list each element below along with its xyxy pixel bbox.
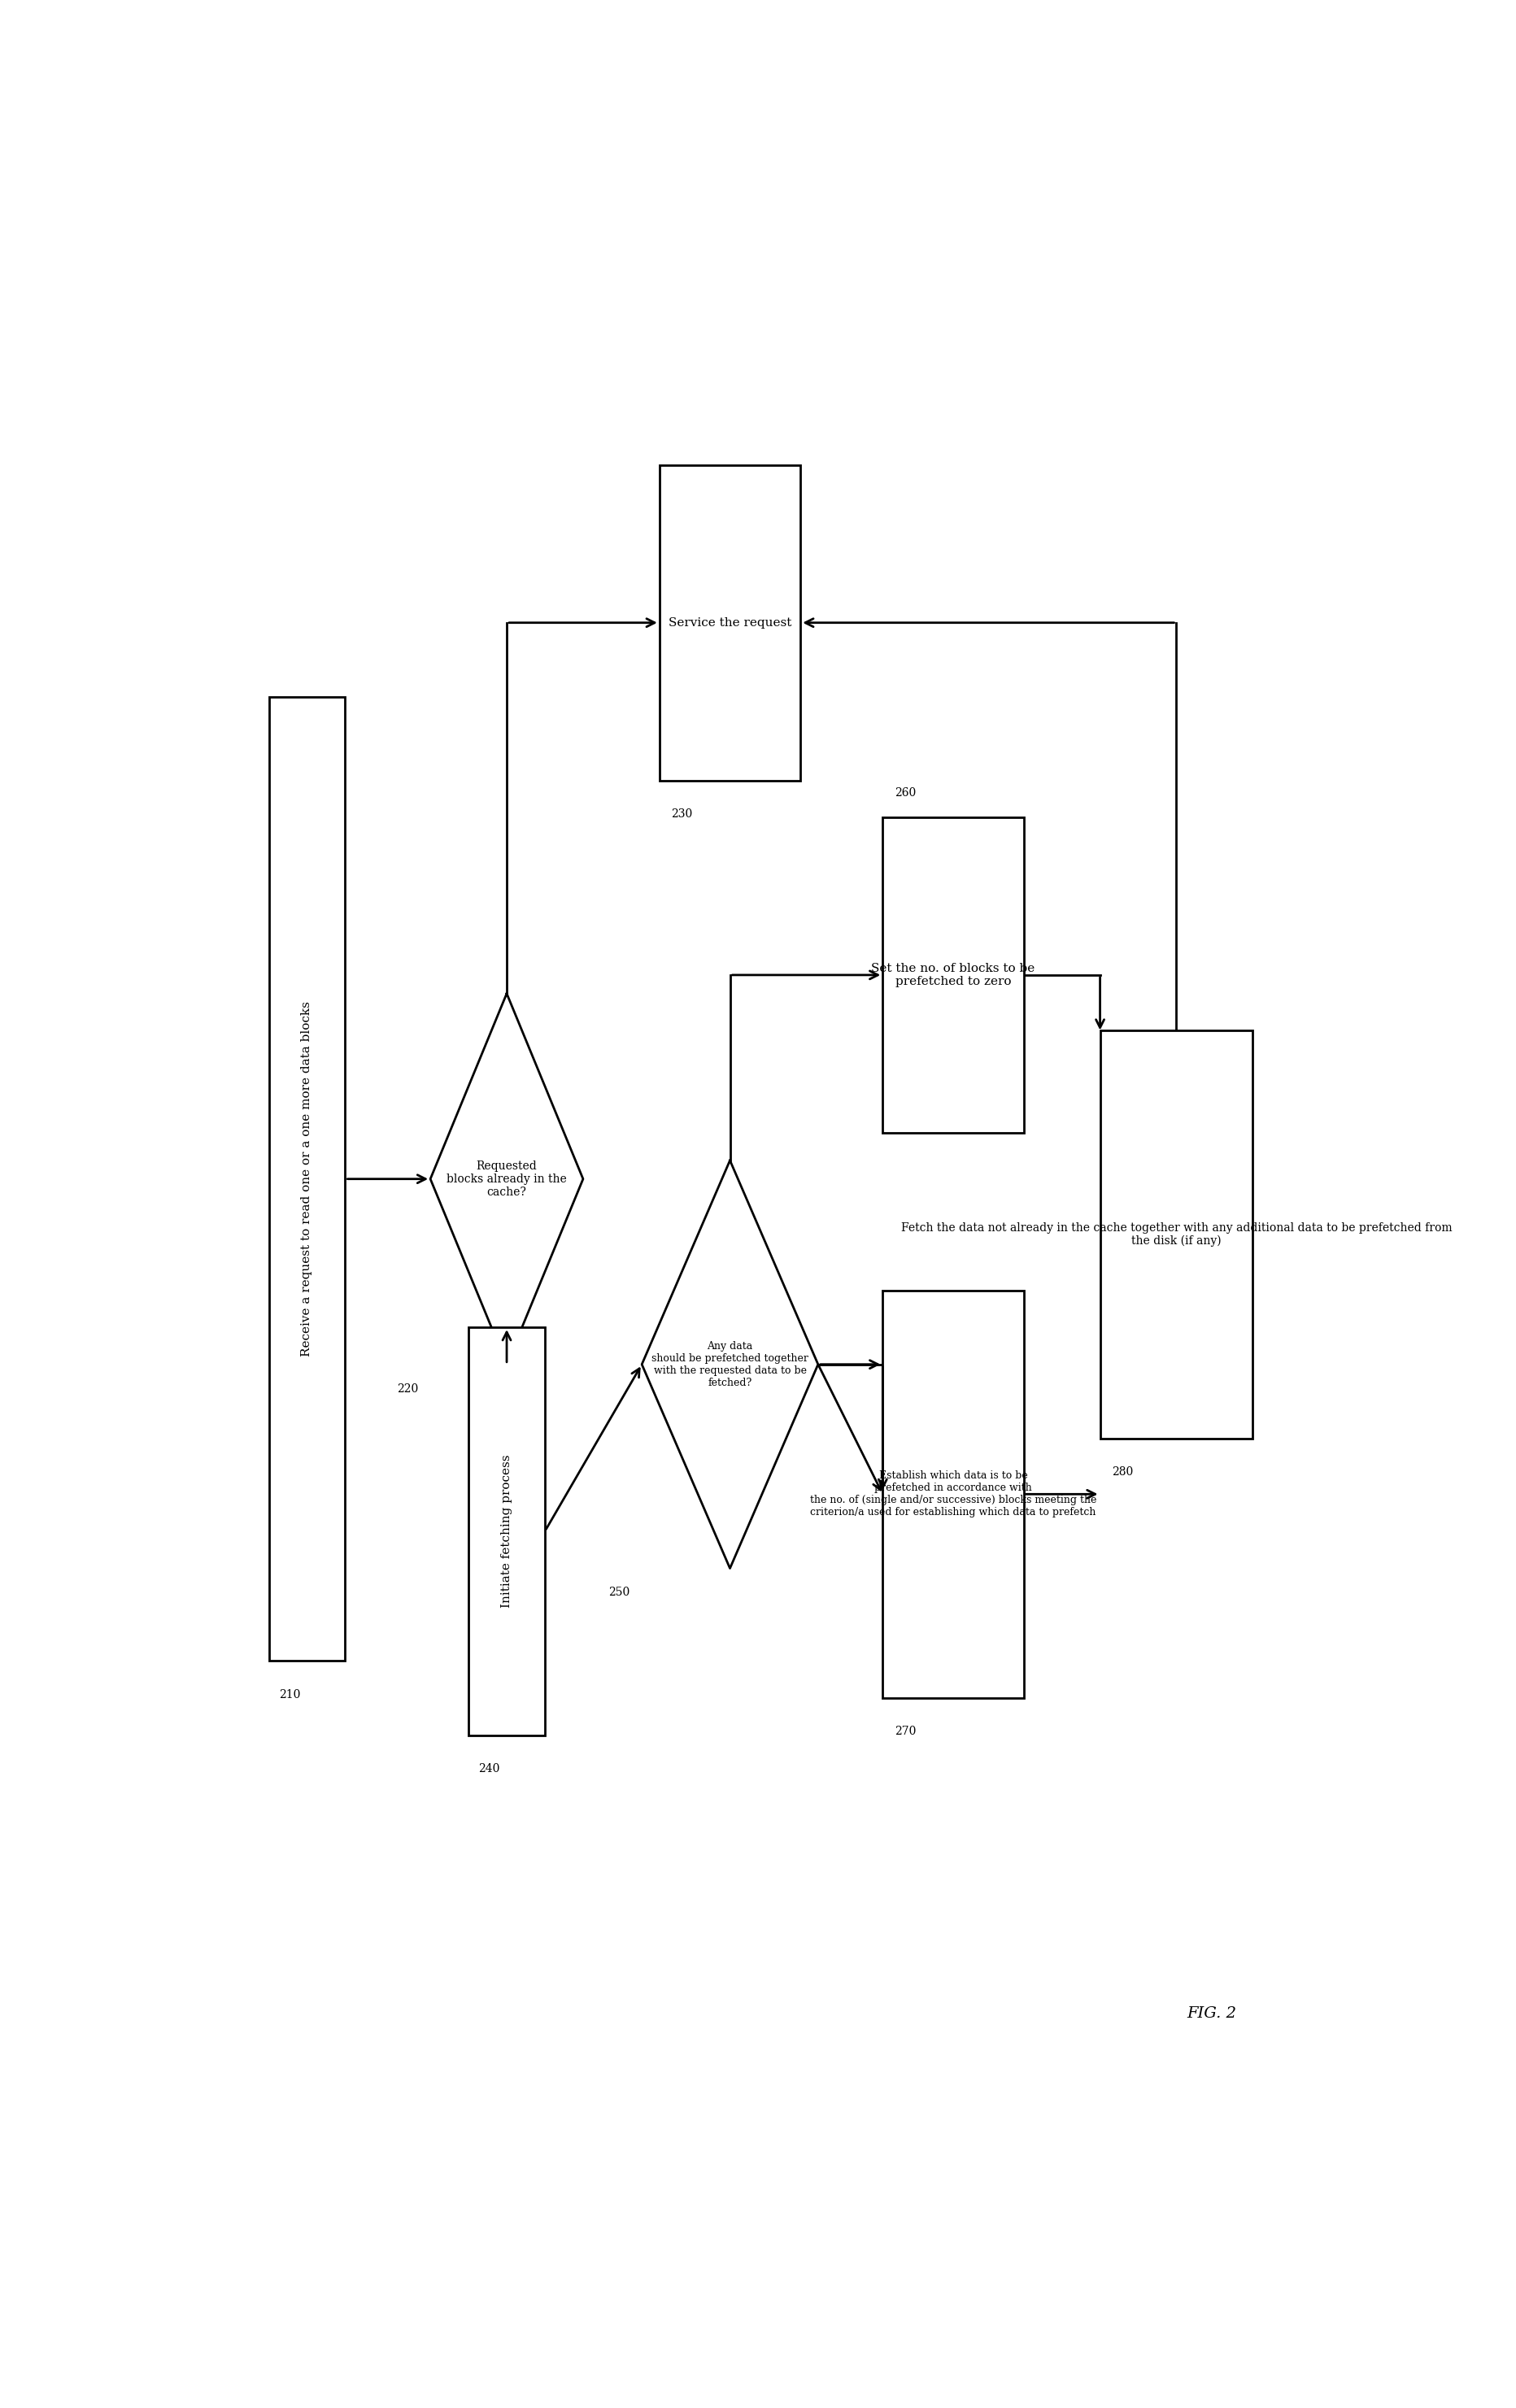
Text: FIG. 2: FIG. 2 xyxy=(1187,2006,1237,2020)
FancyBboxPatch shape xyxy=(468,1327,544,1736)
Text: Initiate fetching process: Initiate fetching process xyxy=(500,1454,512,1609)
Text: 250: 250 xyxy=(609,1587,631,1599)
Text: 220: 220 xyxy=(397,1382,418,1394)
Text: Any data
should be prefetched together
with the requested data to be
fetched?: Any data should be prefetched together w… xyxy=(652,1341,808,1387)
Text: 280: 280 xyxy=(1111,1466,1132,1479)
Text: Set the no. of blocks to be
prefetched to zero: Set the no. of blocks to be prefetched t… xyxy=(872,963,1035,987)
Text: 210: 210 xyxy=(279,1688,300,1700)
Text: Establish which data is to be
prefetched in accordance with
the no. of (single a: Establish which data is to be prefetched… xyxy=(810,1471,1096,1517)
Text: 230: 230 xyxy=(672,809,693,819)
Text: Receive a request to read one or a one more data blocks: Receive a request to read one or a one m… xyxy=(302,1002,312,1356)
FancyBboxPatch shape xyxy=(882,816,1023,1132)
FancyBboxPatch shape xyxy=(882,1291,1023,1698)
Text: 270: 270 xyxy=(894,1727,916,1736)
FancyBboxPatch shape xyxy=(659,465,800,780)
Text: 260: 260 xyxy=(894,787,916,799)
FancyBboxPatch shape xyxy=(268,696,346,1662)
Text: Fetch the data not already in the cache together with any additional data to be : Fetch the data not already in the cache … xyxy=(901,1223,1452,1247)
Text: 240: 240 xyxy=(479,1763,500,1775)
FancyBboxPatch shape xyxy=(1101,1031,1252,1438)
Text: Requested
blocks already in the
cache?: Requested blocks already in the cache? xyxy=(447,1161,567,1197)
Text: Service the request: Service the request xyxy=(669,616,791,628)
